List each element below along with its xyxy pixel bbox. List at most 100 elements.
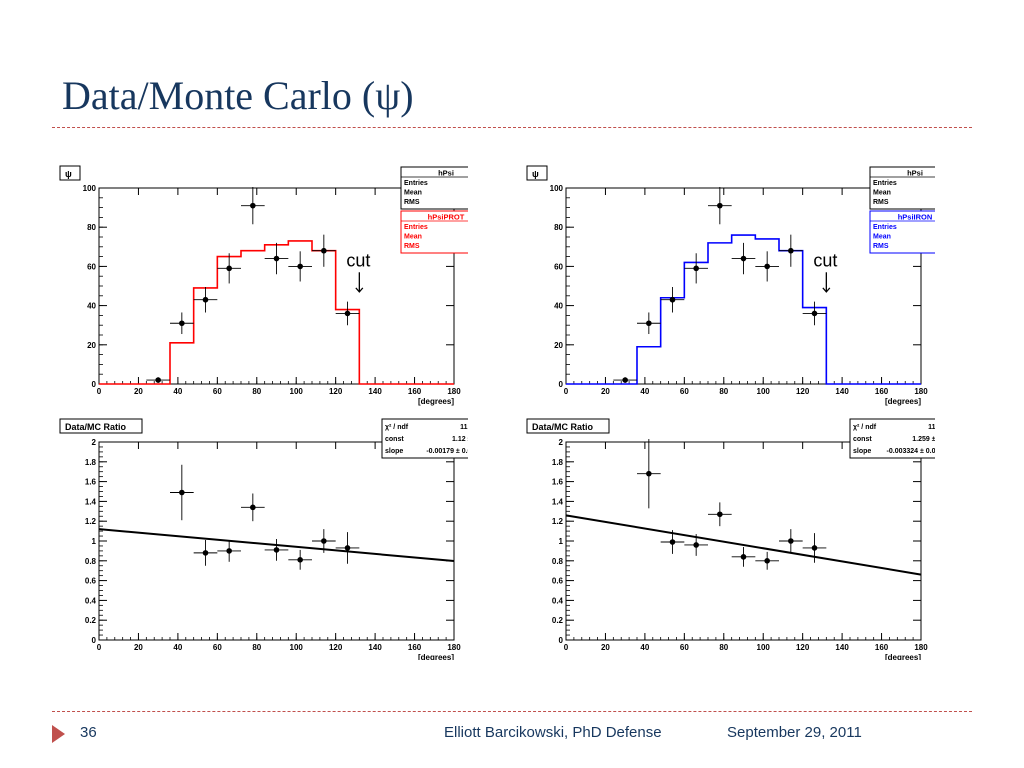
cut-label: cut	[813, 250, 837, 270]
stats-key: const	[385, 436, 404, 443]
psi-iron-histogram-svg: ψ 0 20 40 60 80 100 120 140 160 180 0 20 40 60 80 100 [de…	[526, 165, 961, 406]
stats-key: Entries	[873, 180, 897, 187]
stats-value: 1.259 ± 0.204	[912, 436, 935, 443]
y-tick-label: 1.4	[552, 497, 564, 506]
x-tick-label: 80	[252, 643, 261, 652]
data-point	[297, 263, 303, 270]
chart-title-box	[59, 418, 143, 434]
y-tick-label: 0.6	[85, 577, 97, 586]
chart-title: ψ	[65, 169, 72, 179]
data-point	[344, 545, 351, 551]
stats-value: 11.33 / 7	[928, 424, 935, 431]
stats-value: -0.00179 ± 0.00214	[426, 448, 468, 455]
x-tick-label: 180	[447, 387, 461, 396]
stats-box-name: hPsiPROT	[428, 213, 465, 222]
fit-line	[565, 514, 922, 576]
x-tick-label: 80	[719, 643, 728, 652]
data-point	[202, 550, 209, 556]
chart-title: Data/MC Ratio	[65, 422, 127, 432]
y-tick-label: 1.4	[85, 497, 97, 506]
data-point	[155, 377, 161, 383]
chart-title-box	[59, 165, 81, 181]
data-point	[202, 296, 209, 303]
y-tick-label: 40	[554, 302, 563, 311]
data-point	[179, 320, 185, 327]
x-tick-label: 100	[757, 387, 771, 396]
y-tick-label: 80	[87, 223, 96, 232]
x-tick-label: 140	[835, 387, 849, 396]
data-point	[273, 255, 280, 262]
data-point	[344, 310, 351, 317]
stats-value: 11.31 / 7	[460, 424, 468, 431]
stats-key: Mean	[404, 234, 422, 241]
footer-arrow-icon	[52, 725, 65, 743]
stats-key: Entries	[404, 224, 428, 231]
y-tick-label: 1.6	[552, 478, 564, 487]
y-tick-label: 2	[559, 438, 564, 447]
cut-label: cut	[346, 250, 370, 270]
data-point	[811, 310, 818, 317]
data-point	[321, 538, 327, 544]
fit-line	[98, 528, 455, 563]
x-tick-label: 120	[796, 643, 810, 652]
stats-key: Entries	[404, 180, 428, 187]
y-tick-label: 100	[83, 184, 97, 193]
data-point	[740, 255, 747, 262]
chart-psi-iron: ψ 0 20 40 60 80 100 120 140 160 180 0 20 40 60 80 100 [de…	[525, 160, 961, 408]
x-tick-label: 0	[564, 643, 569, 652]
plot-frame	[565, 187, 922, 385]
x-tick-label: 100	[290, 387, 304, 396]
y-tick-label: 1	[92, 537, 97, 546]
data-point	[764, 263, 770, 270]
x-tick-label: 120	[796, 387, 810, 396]
x-tick-label: 60	[213, 387, 222, 396]
x-tick-label: 100	[290, 643, 304, 652]
x-tick-label: 160	[408, 643, 422, 652]
x-tick-label: 140	[368, 387, 382, 396]
y-tick-label: 0.8	[552, 557, 564, 566]
y-tick-label: 0	[92, 380, 97, 389]
x-axis-label: [degrees]	[885, 397, 921, 406]
x-tick-label: 180	[447, 643, 461, 652]
plot-frame	[565, 441, 922, 641]
x-tick-label: 40	[640, 643, 649, 652]
y-tick-label: 1	[559, 537, 564, 546]
data-point	[740, 554, 747, 560]
y-tick-label: 2	[92, 438, 97, 447]
stats-value: 1.12 ± 0.20	[452, 436, 468, 443]
x-tick-label: 100	[757, 643, 771, 652]
stats-key: Mean	[404, 190, 422, 197]
y-tick-label: 80	[554, 223, 563, 232]
x-tick-label: 40	[173, 643, 182, 652]
data-point	[788, 247, 794, 254]
stats-key: slope	[385, 448, 403, 455]
stats-key: Mean	[873, 190, 891, 197]
x-axis-label: [degrees]	[885, 653, 921, 660]
stats-key: RMS	[873, 199, 889, 206]
x-tick-label: 20	[601, 387, 610, 396]
footer-divider	[52, 711, 972, 712]
x-tick-label: 40	[173, 387, 182, 396]
cut-arrow-icon	[822, 287, 831, 293]
ratio-proton-svg: Data/MC Ratio 0 20 40 60 80 100 120 140 160 180 0 0.…	[59, 418, 491, 662]
x-tick-label: 180	[914, 643, 928, 652]
x-tick-label: 60	[680, 643, 689, 652]
y-tick-label: 60	[87, 262, 96, 271]
data-point	[693, 542, 699, 548]
y-tick-label: 100	[550, 184, 564, 193]
y-tick-label: 60	[554, 262, 563, 271]
x-tick-label: 60	[680, 387, 689, 396]
data-point	[669, 296, 676, 303]
stats-key: Entries	[873, 224, 897, 231]
x-tick-label: 120	[329, 387, 343, 396]
chart-ratio-iron: Data/MC Ratio 0 20 40 60 80 100 120 140 160 180 0 0.…	[525, 415, 959, 662]
slide-title: Data/Monte Carlo (ψ)	[62, 73, 414, 118]
x-tick-label: 20	[134, 387, 143, 396]
x-axis-label: [degrees]	[418, 397, 454, 406]
chart-psi-proton: ψ 0 20 40 60 80 100 120 140 160 180 0 20 40 60 80 100 [de…	[58, 160, 492, 408]
title-divider	[52, 127, 972, 128]
stats-box-name: hPsi	[438, 169, 454, 178]
stats-key: slope	[853, 448, 871, 455]
stats-key: RMS	[404, 243, 420, 250]
page-number: 36	[80, 724, 97, 741]
